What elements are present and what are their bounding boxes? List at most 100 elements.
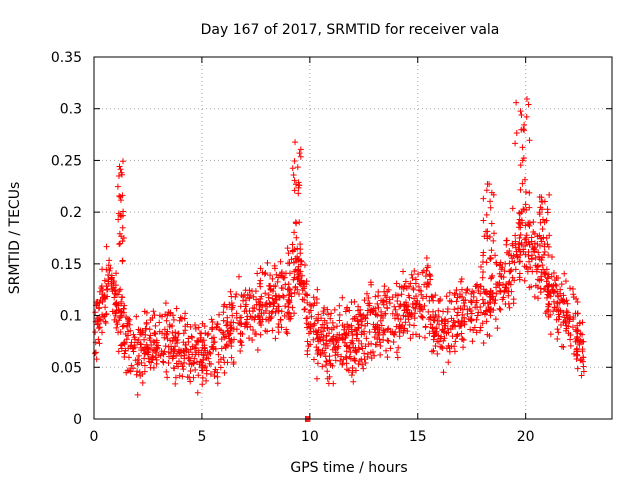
data-point [296, 291, 303, 298]
data-point [299, 279, 306, 286]
data-point [573, 348, 580, 355]
data-point [421, 302, 428, 309]
data-point [578, 372, 585, 379]
data-point [187, 367, 194, 374]
data-point [509, 205, 516, 212]
data-point [295, 275, 302, 282]
data-point [195, 338, 202, 345]
data-point [567, 342, 574, 349]
data-point [516, 241, 523, 248]
data-point [564, 300, 571, 307]
data-point [339, 322, 346, 329]
data-point [538, 238, 545, 245]
data-point [164, 374, 171, 381]
data-point [238, 342, 245, 349]
data-point [99, 311, 106, 318]
data-point [514, 253, 521, 260]
data-point [210, 339, 217, 346]
data-point [121, 302, 128, 309]
data-point [278, 270, 285, 277]
data-point [496, 262, 503, 269]
data-point [152, 330, 159, 337]
chart-title: Day 167 of 2017, SRMTID for receiver val… [201, 22, 500, 38]
data-point [453, 298, 460, 305]
data-point [256, 314, 263, 321]
data-point [404, 306, 411, 313]
data-point [536, 232, 543, 239]
data-point [240, 297, 247, 304]
data-point [156, 319, 163, 326]
data-point [422, 323, 429, 330]
data-point [326, 357, 333, 364]
data-point [132, 357, 139, 364]
data-point [453, 333, 460, 340]
data-point [194, 389, 201, 396]
data-point [464, 286, 471, 293]
data-point [550, 298, 557, 305]
data-point [574, 299, 581, 306]
data-point [482, 289, 489, 296]
data-point [451, 343, 458, 350]
data-point [460, 337, 467, 344]
data-point [393, 280, 400, 287]
data-point [400, 329, 407, 336]
data-point [543, 308, 550, 315]
data-point [538, 256, 545, 263]
data-point [496, 305, 503, 312]
data-point [163, 317, 170, 324]
data-point [540, 286, 547, 293]
data-point [152, 322, 159, 329]
data-point [301, 262, 308, 269]
data-point [291, 310, 298, 317]
data-point [195, 372, 202, 379]
data-point [218, 345, 225, 352]
data-point [239, 331, 246, 338]
data-point [579, 348, 586, 355]
data-point [545, 282, 552, 289]
data-point [103, 266, 110, 273]
data-point [400, 301, 407, 308]
data-point [381, 283, 388, 290]
data-point [463, 287, 470, 294]
data-point [546, 232, 553, 239]
data-point [364, 311, 371, 318]
data-point [530, 228, 537, 235]
data-point [428, 293, 435, 300]
data-point [329, 346, 336, 353]
data-point [116, 163, 123, 170]
data-point [542, 270, 549, 277]
data-point [170, 352, 177, 359]
data-point [214, 369, 221, 376]
data-point [145, 355, 152, 362]
data-point [563, 308, 570, 315]
data-point [296, 219, 303, 226]
data-point [314, 335, 321, 342]
data-point [431, 317, 438, 324]
data-point [432, 313, 439, 320]
data-point [349, 332, 356, 339]
data-point [517, 221, 524, 228]
data-point [303, 278, 310, 285]
data-point [137, 372, 144, 379]
data-point [425, 308, 432, 315]
data-point [522, 188, 529, 195]
data-point [307, 324, 314, 331]
data-point [347, 349, 354, 356]
data-point [299, 296, 306, 303]
data-point [162, 311, 169, 318]
data-point [246, 335, 253, 342]
data-point [528, 238, 535, 245]
data-point [517, 231, 524, 238]
data-point [190, 359, 197, 366]
data-point [329, 319, 336, 326]
data-point [134, 391, 141, 398]
data-point [574, 322, 581, 329]
data-point [483, 228, 490, 235]
data-point [94, 321, 101, 328]
data-point [273, 271, 280, 278]
data-point [225, 332, 232, 339]
data-point [241, 323, 248, 330]
data-point [289, 304, 296, 311]
data-point [497, 306, 504, 313]
data-point [170, 346, 177, 353]
